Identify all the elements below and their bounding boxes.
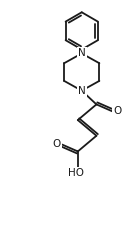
Text: O: O — [113, 106, 121, 116]
Text: O: O — [52, 139, 60, 149]
Text: N: N — [78, 48, 86, 59]
Text: N: N — [78, 86, 86, 96]
Text: HO: HO — [68, 168, 84, 178]
